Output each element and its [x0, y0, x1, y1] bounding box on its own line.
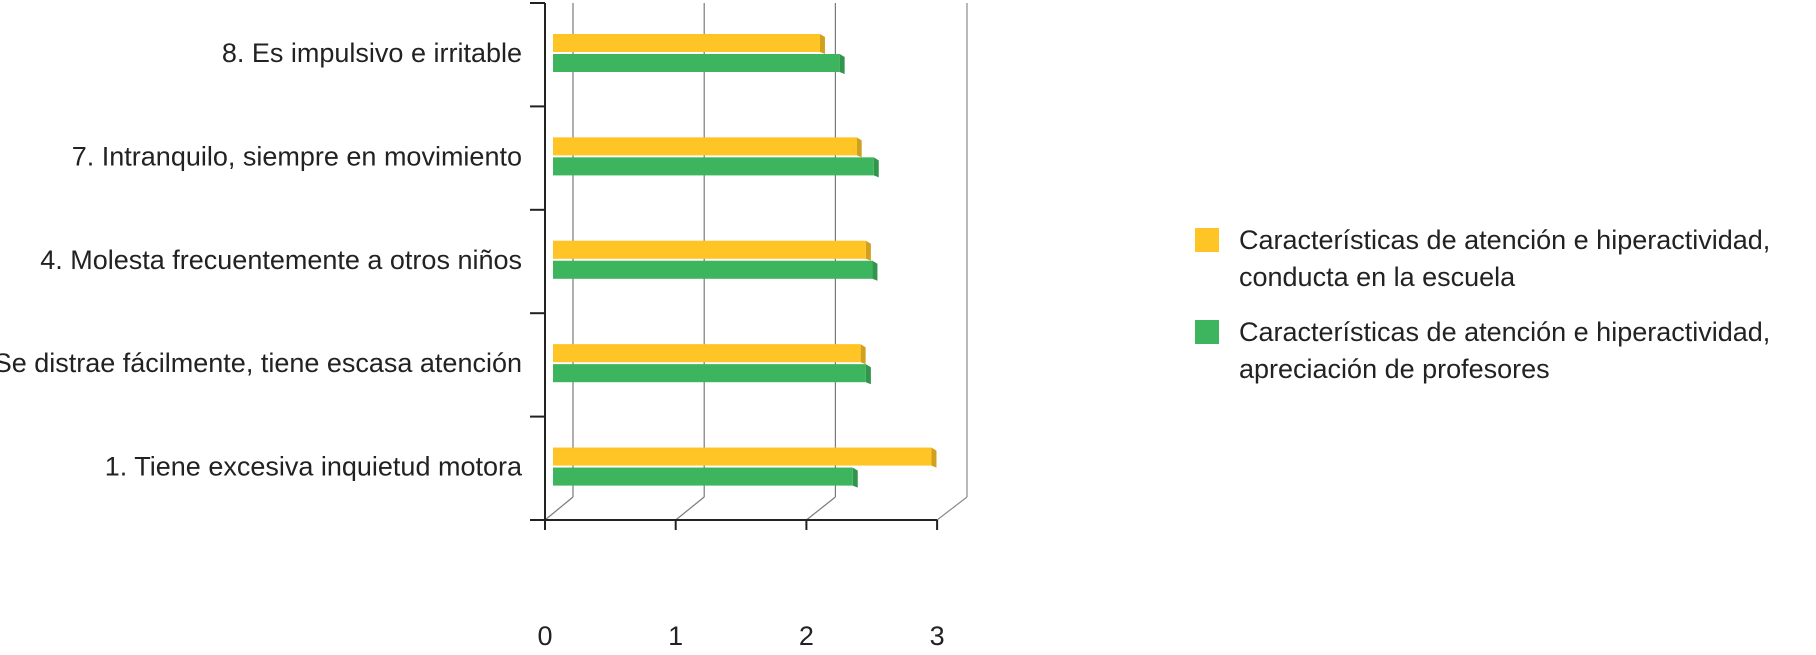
- bar: [553, 364, 866, 383]
- bar-highlight: [553, 157, 874, 161]
- bar-side: [873, 157, 879, 178]
- floor-gridline: [675, 496, 705, 521]
- bars-layer: [553, 34, 937, 488]
- x-tick-label: 3: [930, 621, 945, 651]
- floor-gridline: [544, 496, 574, 521]
- legend-swatch-green: [1195, 320, 1219, 344]
- bar-side: [872, 260, 878, 281]
- x-tick-label: 2: [799, 621, 814, 651]
- bar-highlight: [553, 447, 932, 451]
- bar-highlight: [553, 54, 840, 57]
- bar-side: [865, 364, 871, 385]
- legend-label-line-1: Características de atención e hiperactiv…: [1239, 317, 1771, 347]
- legend-label-line-2: conducta en la escuela: [1239, 262, 1516, 292]
- category-label: 7. Intranquilo, siempre en movimiento: [72, 141, 522, 171]
- category-label: 3. Se distrae fácilmente, tiene escasa a…: [0, 348, 522, 378]
- floor-gridline: [806, 496, 836, 521]
- category-label: 4. Molesta frecuentemente a otros niños: [40, 245, 522, 275]
- legend-item-series-2: Características de atención e hiperactiv…: [1195, 314, 1815, 388]
- bar-side: [856, 137, 862, 158]
- bar-side: [852, 467, 858, 488]
- bar: [553, 240, 866, 259]
- labels-layer: 0 1 2 3 8. Es impulsivo e irritable 7. Intran…: [0, 38, 945, 651]
- x-tick-label: 0: [537, 621, 552, 651]
- bar-highlight: [553, 467, 853, 471]
- bar-highlight: [553, 344, 861, 348]
- bar: [553, 34, 820, 52]
- bar-highlight: [553, 137, 857, 141]
- bar: [553, 344, 861, 363]
- bar-highlight: [553, 34, 820, 37]
- bar-side: [860, 344, 866, 365]
- bar: [553, 54, 840, 72]
- x-tick-label: 1: [668, 621, 683, 651]
- legend-label-line-1: Características de atención e hiperactiv…: [1239, 225, 1771, 255]
- axis-layer: [530, 2, 939, 530]
- legend-swatch-yellow: [1195, 228, 1219, 252]
- legend-item-series-1: Características de atención e hiperactiv…: [1195, 222, 1815, 296]
- bar: [553, 157, 874, 176]
- bar-side: [839, 54, 845, 74]
- bar-highlight: [553, 260, 873, 264]
- bar-highlight: [553, 364, 866, 368]
- bar: [553, 260, 873, 279]
- bar: [553, 137, 857, 156]
- bar-side: [931, 447, 937, 468]
- bar: [553, 467, 853, 486]
- bar-side: [865, 240, 871, 261]
- category-label: 8. Es impulsivo e irritable: [222, 38, 522, 68]
- legend-label-line-2: apreciación de profesores: [1239, 354, 1550, 384]
- bar-highlight: [553, 240, 866, 244]
- bar: [553, 447, 932, 466]
- legend: Características de atención e hiperactiv…: [1195, 222, 1815, 406]
- floor-gridline: [936, 496, 968, 521]
- category-label: 1. Tiene excesiva inquietud motora: [105, 452, 523, 482]
- bar-side: [819, 34, 825, 54]
